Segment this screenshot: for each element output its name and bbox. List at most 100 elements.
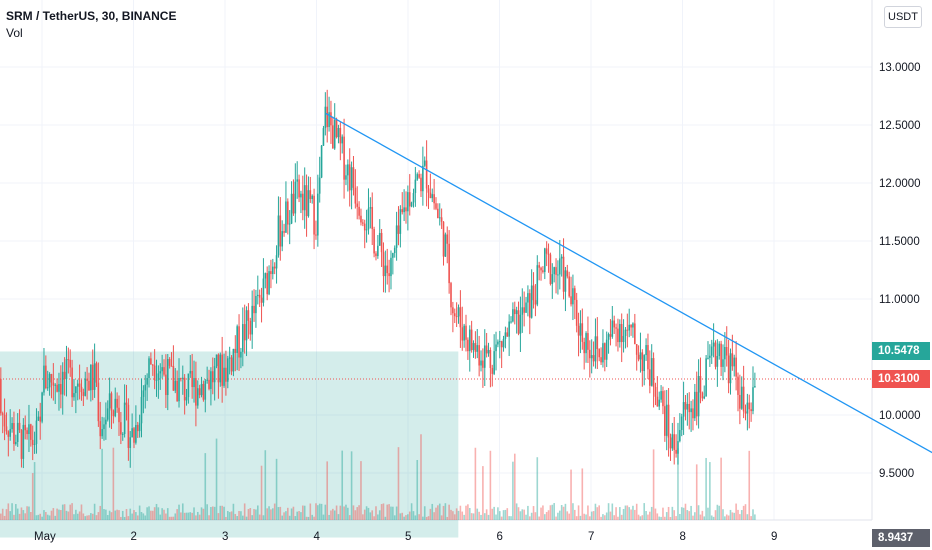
- candle-body: [131, 428, 133, 438]
- symbol-title[interactable]: SRM / TetherUS, 30, BINANCE: [6, 9, 177, 23]
- candle-body: [236, 326, 238, 353]
- candle-body: [226, 358, 229, 382]
- volume-bar: [399, 513, 402, 520]
- volume-bar: [609, 511, 612, 520]
- candle-body: [740, 386, 743, 409]
- candle-body: [731, 353, 734, 367]
- volume-bar: [438, 503, 441, 520]
- candle-body: [468, 329, 471, 352]
- candle-body: [341, 136, 344, 144]
- candle-body: [298, 179, 300, 198]
- candle-body: [450, 283, 452, 308]
- price-tick-label: 13.0000: [879, 62, 921, 74]
- volume-bar: [1, 508, 4, 520]
- volume-bar: [688, 511, 691, 520]
- candle-body: [437, 208, 439, 218]
- candle-body: [86, 378, 88, 381]
- candle-body: [716, 356, 719, 367]
- candle-body: [378, 232, 381, 246]
- candle-body: [213, 366, 216, 383]
- candle-body: [530, 285, 533, 318]
- candle-body: [108, 393, 111, 409]
- candle-body: [695, 391, 698, 417]
- candle-body: [527, 293, 529, 303]
- candle-body: [433, 194, 435, 204]
- candle-body: [91, 364, 94, 390]
- candle-body: [360, 215, 362, 223]
- candle-body: [538, 265, 540, 268]
- volume-bar: [114, 510, 117, 520]
- candle-body: [69, 359, 72, 368]
- volume-bar: [300, 512, 302, 520]
- volume-bar: [290, 508, 293, 520]
- volume-bar: [288, 515, 291, 520]
- volume-bar: [369, 512, 372, 520]
- candle-body: [369, 207, 372, 209]
- volume-bars: [0, 434, 756, 520]
- candle-body: [517, 310, 520, 334]
- candle-body: [647, 345, 649, 370]
- volume-bar: [88, 515, 90, 520]
- candle-body: [309, 190, 312, 200]
- candle-body: [692, 408, 694, 419]
- candle-body: [448, 243, 450, 284]
- candle-body: [589, 349, 591, 359]
- currency-button[interactable]: USDT: [884, 6, 922, 28]
- volume-bar: [737, 509, 739, 520]
- volume-bar: [378, 510, 381, 520]
- candle-body: [718, 343, 721, 357]
- chart-grid: [0, 0, 873, 521]
- volume-bar: [193, 507, 195, 520]
- candle-body: [412, 193, 415, 203]
- candle-body: [148, 358, 150, 379]
- volume-bar: [195, 515, 197, 520]
- volume-bar: [309, 503, 312, 520]
- candle-body: [181, 377, 184, 379]
- candle-body: [18, 422, 21, 431]
- volume-bar: [386, 504, 389, 520]
- volume-bar: [598, 505, 600, 520]
- volume-bar: [562, 506, 565, 520]
- volume-indicator-label[interactable]: Vol: [6, 26, 23, 40]
- volume-bar: [433, 512, 435, 520]
- volume-bar: [504, 509, 507, 520]
- volume-bar: [120, 516, 122, 520]
- volume-bar: [579, 515, 582, 520]
- candle-body: [275, 255, 278, 269]
- candle-body: [324, 106, 327, 129]
- volume-bar: [513, 453, 516, 520]
- candle-body: [22, 424, 25, 459]
- volume-bar: [594, 503, 597, 520]
- volume-bar: [136, 515, 139, 520]
- candle-body: [388, 273, 390, 277]
- volume-bar: [22, 510, 25, 520]
- volume-bar: [380, 504, 383, 520]
- candle-body: [446, 234, 449, 244]
- candle-body: [452, 307, 454, 314]
- volume-bar: [510, 516, 512, 520]
- candle-body: [75, 386, 77, 394]
- candle-body: [163, 367, 165, 375]
- candle-body: [420, 177, 422, 192]
- candle-body: [335, 119, 338, 138]
- candle-body: [418, 174, 420, 178]
- volume-bar: [455, 508, 458, 520]
- candle-body: [709, 355, 711, 358]
- candle-body: [570, 296, 572, 305]
- candle-body: [28, 424, 30, 435]
- volume-bar: [129, 508, 132, 520]
- volume-level-tag: 8.9437: [872, 528, 930, 547]
- candle-body: [204, 380, 207, 400]
- volume-bar: [341, 450, 344, 520]
- volume-bar: [641, 515, 644, 520]
- time-tick-label: 8: [680, 531, 686, 543]
- candle-body: [748, 402, 751, 410]
- candle-body: [106, 408, 109, 420]
- candle-body: [540, 267, 542, 271]
- candle-body: [495, 344, 497, 352]
- candle-body: [121, 434, 124, 436]
- volume-bar: [658, 516, 661, 520]
- volume-bar: [532, 506, 535, 520]
- volume-bar: [697, 505, 700, 520]
